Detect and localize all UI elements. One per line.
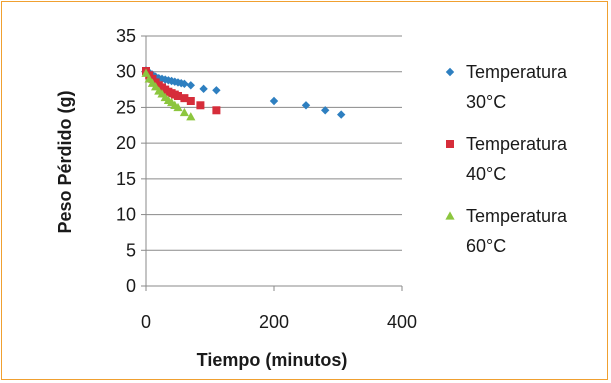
legend-marker bbox=[445, 211, 455, 220]
legend-entry: Temperatura 40°C bbox=[446, 134, 568, 184]
x-tick-labels: 0 200 400 bbox=[141, 312, 417, 332]
legend-label-line2: 60°C bbox=[466, 236, 506, 256]
axes bbox=[141, 35, 403, 291]
x-axis-title: Tiempo (minutos) bbox=[197, 350, 348, 370]
data-point bbox=[321, 106, 330, 115]
legend-label: Temperatura bbox=[466, 134, 568, 154]
legend-entry: Temperatura 30°C bbox=[445, 62, 568, 112]
data-point bbox=[199, 84, 208, 94]
legend-entry: Temperatura 60°C bbox=[445, 206, 568, 256]
x-tick-label: 0 bbox=[141, 312, 151, 332]
y-tick-label: 10 bbox=[116, 205, 136, 225]
data-point bbox=[301, 101, 311, 110]
y-tick-label: 20 bbox=[116, 133, 136, 153]
data-point bbox=[337, 110, 346, 119]
y-tick-label: 15 bbox=[116, 169, 136, 189]
y-tick-labels: 0 5 10 15 20 25 30 35 bbox=[116, 26, 136, 296]
y-tick-label: 5 bbox=[126, 240, 136, 260]
legend: Temperatura30°CTemperatura40°CTemperatur… bbox=[445, 62, 568, 256]
data-point bbox=[141, 68, 151, 77]
legend-label: Temperatura bbox=[466, 206, 568, 226]
legend-label-line2: 30°C bbox=[466, 92, 506, 112]
data-point bbox=[180, 94, 189, 103]
data-points bbox=[141, 66, 346, 121]
data-point bbox=[212, 86, 221, 95]
data-point bbox=[269, 96, 279, 106]
legend-marker bbox=[445, 67, 455, 77]
data-point bbox=[186, 97, 195, 105]
data-point bbox=[186, 81, 195, 90]
data-point bbox=[174, 92, 182, 100]
y-tick-label: 0 bbox=[126, 276, 136, 296]
data-point bbox=[186, 112, 196, 121]
gridlines bbox=[146, 35, 402, 251]
y-tick-label: 30 bbox=[116, 62, 136, 82]
legend-label: Temperatura bbox=[466, 62, 568, 82]
y-tick-label: 25 bbox=[116, 97, 136, 117]
x-tick-label: 400 bbox=[387, 312, 417, 332]
legend-marker bbox=[446, 140, 454, 148]
x-tick-label: 200 bbox=[259, 312, 289, 332]
y-axis-title: Peso Pérdido (g) bbox=[55, 90, 75, 233]
legend-label-line2: 40°C bbox=[466, 164, 506, 184]
data-point bbox=[196, 101, 205, 110]
data-point bbox=[180, 79, 189, 89]
data-point bbox=[179, 107, 189, 117]
data-point bbox=[173, 102, 183, 112]
y-tick-label: 35 bbox=[116, 26, 136, 46]
data-point bbox=[212, 106, 221, 115]
